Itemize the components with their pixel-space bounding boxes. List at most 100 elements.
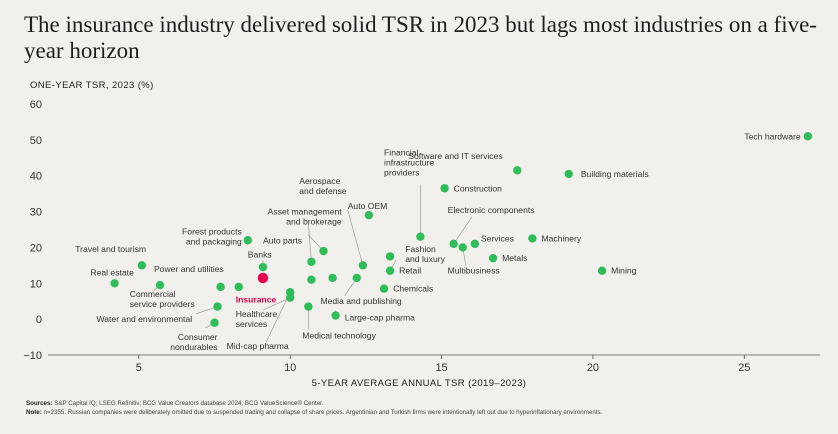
point-label: Healthcare services (236, 309, 278, 329)
x-tick-label: 20 (587, 362, 599, 374)
point-label: Retail (399, 266, 421, 276)
data-point (213, 302, 222, 311)
data-point (358, 261, 368, 270)
point-label-line: Medical technology (302, 330, 376, 340)
point-label-line: Media and publishing (320, 296, 401, 306)
point-label: Consumer nondurables (170, 332, 217, 352)
data-point (243, 236, 253, 245)
point-label: Tech hardware (744, 131, 801, 141)
data-point (331, 311, 340, 320)
point-label-line: Building materials (581, 169, 649, 179)
point-label-line: Real estate (90, 268, 134, 278)
data-point (564, 169, 573, 179)
point-label: Real estate (90, 268, 134, 278)
point-label-line: Healthcare (236, 309, 278, 319)
point-label: Power and utilities (154, 264, 224, 274)
data-point (364, 210, 374, 220)
y-tick-label: 10 (30, 278, 42, 290)
data-point (234, 282, 243, 292)
point-label: Machinery (541, 233, 581, 243)
point-label-line: nondurables (170, 342, 217, 352)
point-label-line: Retail (399, 266, 421, 276)
y-axis-label: ONE-YEAR TSR, 2023 (%) (30, 80, 154, 91)
point-label: Chemicals (393, 284, 433, 294)
point-label: Forest products and packaging (182, 226, 242, 246)
point-label: Auto parts (263, 235, 302, 245)
y-tick-label: 30 (30, 207, 42, 219)
point-label-line: Large-cap pharma (345, 312, 415, 322)
point-label-line: Insurance (236, 294, 277, 304)
y-tick-label: 40 (30, 171, 42, 183)
data-point (440, 184, 449, 193)
data-point (597, 266, 607, 275)
data-point (385, 252, 395, 261)
point-label-line: Commercial (130, 289, 176, 299)
data-point (328, 273, 337, 283)
sources-line: Sources: S&P Capital IQ; LSEG Refinitiv;… (26, 400, 826, 409)
leader-line (453, 216, 473, 245)
y-tick-label: −10 (23, 350, 42, 362)
data-points (110, 132, 813, 327)
data-point (110, 279, 119, 288)
data-point (488, 253, 498, 263)
y-tick-label: 50 (30, 135, 42, 147)
data-point (137, 261, 147, 270)
leader-line (347, 209, 364, 266)
note-label: Note: (26, 408, 42, 416)
data-point (352, 273, 361, 283)
y-tick-label: 0 (36, 314, 42, 326)
note-text: n=2355. Russian companies were deliberat… (43, 408, 603, 416)
data-point (210, 318, 219, 327)
axes: −10 0 10 20 30 40 50 60 5 10 15 20 25 (23, 99, 820, 374)
y-tick-label: 60 (30, 99, 42, 111)
insurance-point (257, 272, 269, 284)
x-tick-label: 5 (136, 362, 142, 374)
data-point (528, 234, 537, 243)
point-label: Medical technology (302, 330, 376, 340)
sources-text: S&P Capital IQ; LSEG Refinitiv; BCG Valu… (54, 400, 324, 407)
data-point (513, 166, 522, 175)
insurance-label: Insurance (236, 294, 277, 304)
point-label-line: Forest products (182, 226, 242, 236)
point-label-line: services (236, 319, 268, 329)
point-label: Media and publishing (320, 296, 401, 306)
point-label-line: Asset management (268, 207, 343, 217)
point-label-line: Fashion (405, 244, 436, 254)
data-point (304, 302, 313, 311)
point-label-line: and brokerage (286, 217, 342, 227)
point-label-line: Consumer (178, 332, 218, 342)
leader-line (262, 297, 291, 311)
data-point (216, 282, 225, 292)
data-point (470, 239, 480, 249)
point-label: Electronic components (448, 205, 535, 215)
point-label-line: Aerospace (299, 176, 340, 186)
point-label-line: Auto parts (263, 235, 302, 245)
point-label: Commercial service providers (130, 289, 195, 309)
point-label-line: Financial (384, 147, 418, 157)
point-label-line: Chemicals (393, 284, 433, 294)
data-point (258, 262, 268, 272)
point-label: Banks (248, 250, 272, 260)
point-label-line: Banks (248, 250, 272, 260)
x-axis-label: 5-YEAR AVERAGE ANNUAL TSR (2019–2023) (311, 378, 527, 389)
leader-line (265, 292, 291, 343)
point-label: Services (481, 233, 514, 243)
leader-line (308, 224, 312, 262)
data-point (307, 275, 316, 284)
point-label: Financial infrastructure providers (384, 147, 434, 177)
point-label: Building materials (581, 169, 649, 179)
y-tick-label: 20 (30, 242, 42, 254)
point-label-line: Software and IT services (408, 151, 502, 161)
x-tick-label: 25 (738, 362, 750, 374)
point-labels: Tech hardware Software and IT services Bui… (75, 131, 801, 352)
data-point (307, 257, 316, 266)
point-label: Mining (611, 266, 637, 276)
point-label-line: Multibusiness (448, 266, 500, 276)
chart-title: The insurance industry delivered solid T… (24, 12, 817, 63)
point-label-line: providers (384, 167, 419, 177)
point-label-line: Services (481, 233, 514, 243)
point-label-line: Auto OEM (348, 201, 388, 211)
point-label-line: Machinery (541, 233, 581, 243)
point-label: Mid-cap pharma (227, 341, 289, 351)
